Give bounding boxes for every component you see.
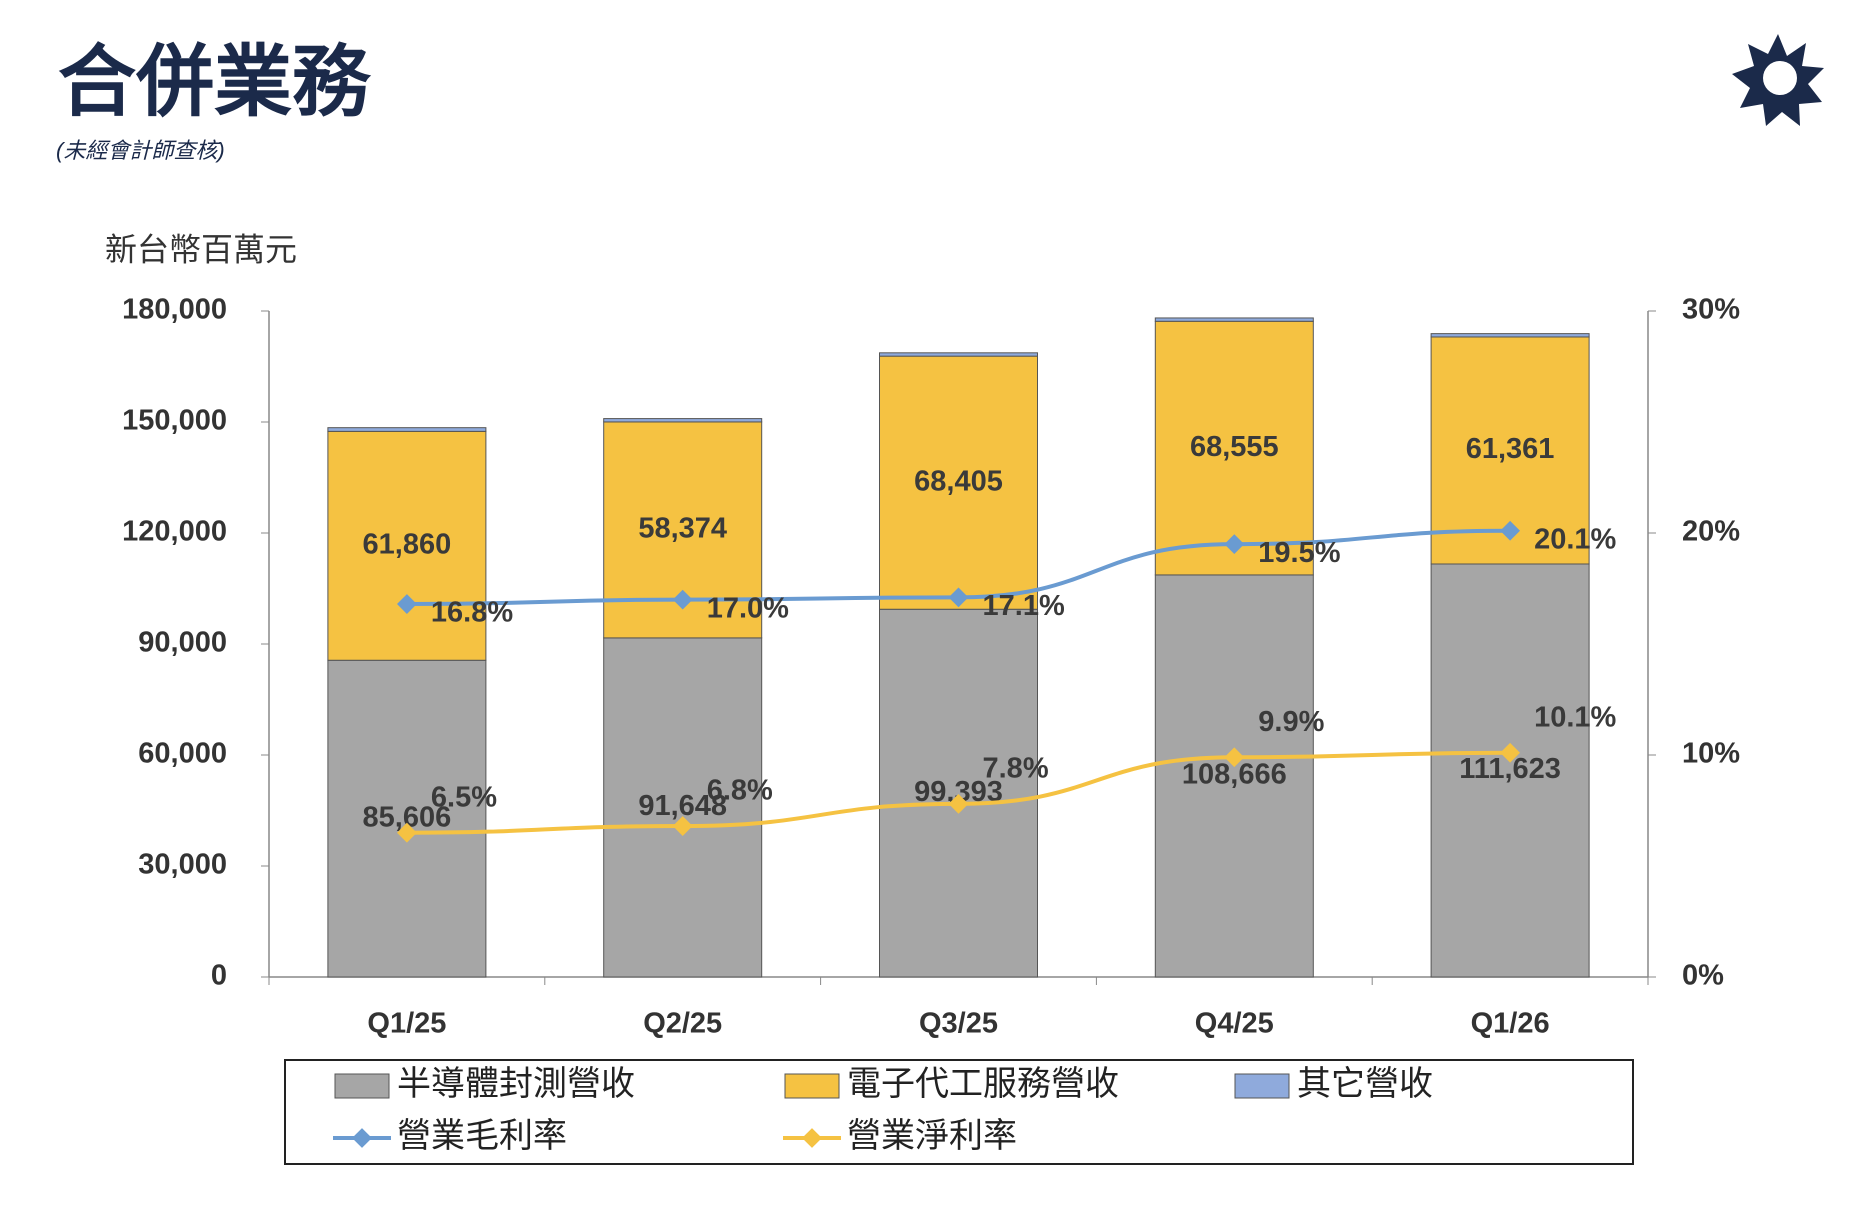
bar-segment <box>327 427 487 432</box>
y-tick-label: 90,000 <box>138 627 227 659</box>
line-value-label: 16.8% <box>431 597 513 629</box>
x-tick-label: Q1/26 <box>1471 1008 1550 1040</box>
legend-label: 其它營收 <box>1297 1065 1433 1103</box>
x-tick-label: Q3/25 <box>919 1008 998 1040</box>
bar-segment <box>327 430 487 661</box>
y2-tick-label: 30% <box>1682 294 1740 326</box>
bar-segment <box>1154 317 1314 322</box>
legend-box <box>284 1059 1634 1165</box>
bar-segment <box>879 352 1038 357</box>
bar-value-label: 61,860 <box>363 528 452 560</box>
line-marker <box>1224 534 1245 554</box>
y2-tick-label: 10% <box>1682 738 1740 770</box>
x-tick-label: Q1/25 <box>367 1008 446 1040</box>
line-value-label: 19.5% <box>1258 537 1340 569</box>
bar-segment <box>327 659 487 978</box>
line-value-label: 10.1% <box>1534 701 1616 733</box>
y-tick-label: 60,000 <box>138 738 227 770</box>
line-value-label: 17.1% <box>983 590 1065 622</box>
legend-label: 營業毛利率 <box>397 1117 567 1155</box>
line-marker <box>1500 742 1520 763</box>
y-tick-label: 0 <box>211 960 227 992</box>
legend-label: 營業淨利率 <box>847 1117 1017 1155</box>
line-marker <box>397 822 417 843</box>
y-tick-label: 150,000 <box>122 405 227 437</box>
bar-value-label: 61,361 <box>1466 433 1555 465</box>
bar-segment <box>603 418 763 423</box>
bar-segment <box>1154 320 1314 576</box>
line-value-label: 6.5% <box>431 781 497 813</box>
y2-tick-label: 0% <box>1682 960 1724 992</box>
legend-label: 電子代工服務營收 <box>847 1065 1119 1103</box>
line-marker <box>397 594 417 614</box>
y-tick-label: 30,000 <box>138 849 227 881</box>
bar-value-label: 68,405 <box>914 465 1003 497</box>
legend-swatch <box>1234 1073 1290 1099</box>
y-tick-label: 180,000 <box>122 294 227 326</box>
line-value-label: 9.9% <box>1258 706 1324 738</box>
bar-segment <box>1430 333 1590 338</box>
bar-value-label: 68,555 <box>1190 431 1279 463</box>
line-marker <box>1224 747 1245 768</box>
line-value-label: 17.0% <box>707 592 789 624</box>
line-value-label: 6.8% <box>707 775 773 807</box>
chart-subtitle: (未經會計師查核) <box>56 138 225 163</box>
logo <box>1732 34 1824 126</box>
x-tick-label: Q2/25 <box>643 1008 722 1040</box>
y-tick-label: 120,000 <box>122 516 227 548</box>
line-value-label: 7.8% <box>983 752 1049 784</box>
bar-value-label: 58,374 <box>638 513 727 545</box>
line-value-label: 20.1% <box>1534 523 1616 555</box>
bar-segment <box>603 637 763 978</box>
bar-segment <box>1430 563 1590 978</box>
y2-tick-label: 20% <box>1682 516 1740 548</box>
legend-label: 半導體封測營收 <box>397 1065 635 1103</box>
bar-segment <box>879 608 1038 978</box>
x-tick-label: Q4/25 <box>1195 1008 1274 1040</box>
legend-swatch <box>334 1073 390 1099</box>
line-marker <box>1500 520 1520 541</box>
bar-segment <box>1154 574 1314 978</box>
bar-segment <box>879 355 1038 610</box>
legend-marker <box>352 1128 372 1148</box>
legend-marker <box>802 1128 822 1148</box>
line-series <box>406 528 1511 607</box>
line-marker <box>948 793 969 814</box>
chart-title: 合併業務 <box>58 38 372 126</box>
legend-swatch <box>784 1073 840 1099</box>
line-marker <box>672 589 693 610</box>
line-marker <box>948 587 969 608</box>
line-marker <box>672 816 693 836</box>
y-axis-label: 新台幣百萬元 <box>105 231 297 267</box>
